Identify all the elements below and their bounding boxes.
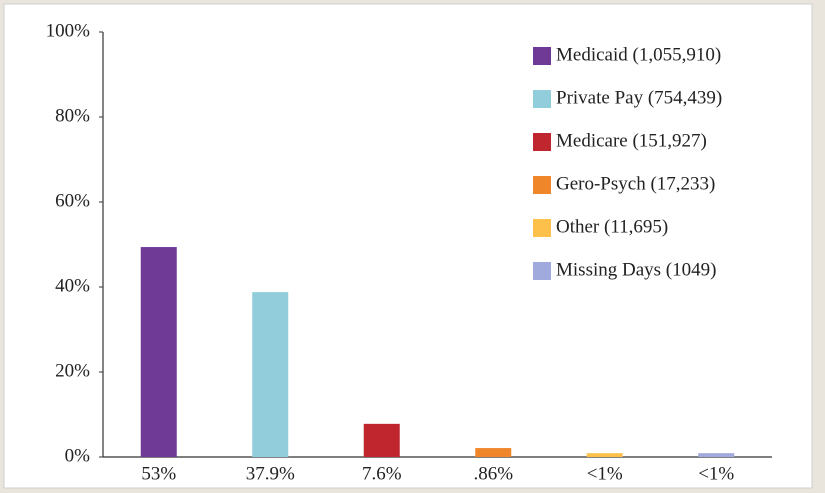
- y-tick-label: 60%: [55, 190, 90, 211]
- x-tick-label: 37.9%: [246, 463, 295, 484]
- x-tick-label: 53%: [141, 463, 176, 484]
- chart: 0% 20% 40% 60% 80% 100% 53% 37.9% 7.6% .86% <1% <1%…: [0, 0, 825, 493]
- x-tick-label: .86%: [473, 463, 513, 484]
- legend-swatch: [533, 262, 551, 280]
- chart-panel: [4, 4, 812, 488]
- x-tick-label: <1%: [587, 463, 623, 484]
- bar: [364, 424, 400, 457]
- y-tick-label: 40%: [55, 275, 90, 296]
- legend-label: Medicare (151,927): [556, 130, 707, 151]
- legend-label: Missing Days (1049): [556, 259, 716, 280]
- legend-swatch: [533, 176, 551, 194]
- legend-label: Medicaid (1,055,910): [556, 44, 721, 65]
- y-tick-label: 80%: [55, 105, 90, 126]
- x-tick-label: 7.6%: [362, 463, 402, 484]
- y-tick-label: 20%: [55, 360, 90, 381]
- bar: [475, 448, 511, 457]
- bar: [587, 453, 623, 457]
- y-tick-label: 100%: [46, 20, 91, 41]
- legend-label: Other (11,695): [556, 216, 668, 237]
- x-tick-label: <1%: [698, 463, 734, 484]
- bar: [141, 247, 177, 457]
- bar: [252, 292, 288, 457]
- legend-swatch: [533, 133, 551, 151]
- legend-swatch: [533, 47, 551, 65]
- bar: [698, 453, 734, 457]
- legend-label: Gero-Psych (17,233): [556, 173, 715, 194]
- legend-swatch: [533, 219, 551, 237]
- y-tick-label: 0%: [65, 445, 91, 466]
- legend-swatch: [533, 90, 551, 108]
- legend-label: Private Pay (754,439): [556, 87, 722, 108]
